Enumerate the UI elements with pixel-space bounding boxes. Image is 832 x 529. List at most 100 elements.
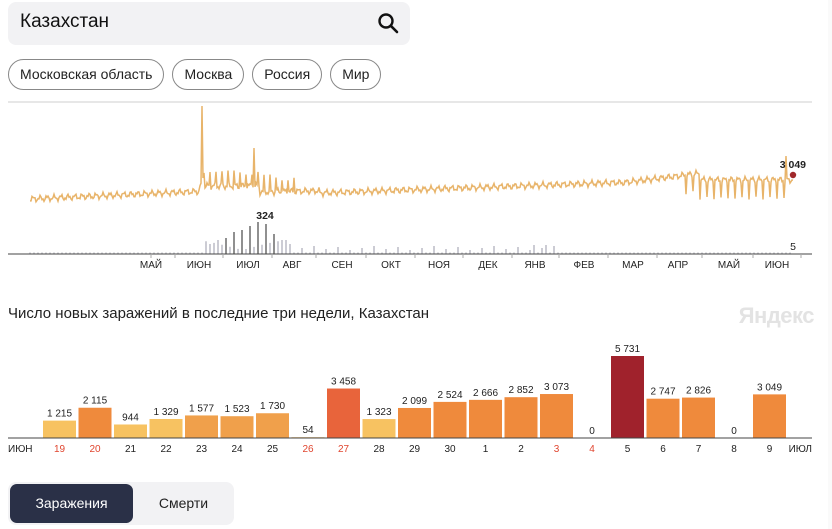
bar (469, 399, 502, 438)
chip-moscow-region[interactable]: Московская область (8, 59, 165, 90)
bar (611, 356, 644, 438)
bar-category-label: 24 (231, 444, 243, 455)
cases-last-label: 3 049 (780, 159, 806, 171)
bar-value-label: 2 115 (83, 396, 108, 407)
bar-category-label: 9 (767, 444, 773, 455)
bar-category-label: 1 (483, 444, 489, 455)
bar-value-label: 3 049 (757, 382, 782, 393)
month-label: ИЮН (187, 260, 212, 271)
bar-value-label: 1 329 (153, 407, 178, 418)
bar-value-label: 2 852 (508, 385, 533, 396)
bar (540, 394, 573, 438)
bar-value-label: 2 747 (650, 387, 675, 398)
metric-tabs: Заражения Смерти (8, 482, 234, 525)
chip-russia[interactable]: Россия (252, 59, 323, 90)
bar-value-label: 0 (731, 426, 737, 437)
bar-value-label: 2 099 (402, 396, 427, 407)
bar-category-label: 22 (160, 444, 172, 455)
month-end-label: ИЮЛ (789, 444, 812, 455)
deaths-series (29, 222, 791, 254)
bar-value-label: 3 073 (544, 382, 569, 393)
bar (220, 416, 254, 438)
month-label: АВГ (283, 260, 302, 271)
bar-category-label: 28 (373, 444, 385, 455)
cases-line (30, 105, 794, 204)
bar-value-label: 2 666 (473, 388, 498, 399)
bar-category-label: 25 (267, 444, 279, 455)
bar (78, 407, 112, 438)
month-label: СЕН (331, 260, 352, 271)
month-start-label: ИЮН (8, 444, 33, 455)
bar-category-label: 8 (731, 444, 737, 455)
bar-value-label: 2 826 (686, 386, 711, 397)
bar (114, 424, 147, 438)
deaths-peak-label: 324 (256, 210, 274, 222)
bar-category-label: 6 (660, 444, 666, 455)
chip-world[interactable]: Мир (330, 59, 382, 90)
month-label: МАЙ (718, 258, 740, 271)
bar (362, 419, 396, 438)
bar-category-label: 20 (89, 444, 101, 455)
bar-value-label: 1 730 (260, 401, 285, 412)
bar-category-label: 3 (554, 444, 560, 455)
month-label: ФЕВ (574, 260, 595, 271)
bar (256, 413, 289, 438)
cases-last-marker (789, 171, 797, 179)
bar (753, 394, 786, 438)
bar-category-label: 19 (54, 444, 66, 455)
bar (327, 388, 360, 438)
month-label: ЯНВ (524, 260, 545, 271)
bar-category-label: 30 (444, 444, 456, 455)
search-icon[interactable] (376, 11, 400, 35)
bar (398, 407, 431, 438)
search-input[interactable]: Казахстан (20, 11, 110, 32)
bar-value-label: 3 458 (331, 377, 356, 388)
bar-category-label: 26 (302, 444, 314, 455)
month-label: ДЕК (478, 260, 497, 271)
bar (646, 398, 680, 438)
bar-value-label: 54 (302, 425, 314, 436)
month-label: ОКТ (381, 260, 401, 271)
bar (504, 397, 538, 438)
month-label: АПР (668, 260, 689, 271)
bar-category-label: 27 (338, 444, 350, 455)
month-label: ИЮЛ (236, 260, 259, 271)
region-chips: Московская область Москва Россия Мир (8, 59, 382, 90)
bar-value-label: 5 731 (615, 344, 640, 355)
tab-deaths[interactable]: Смерти (158, 495, 209, 511)
search-box[interactable]: Казахстан (8, 2, 410, 45)
bar-value-label: 1 523 (224, 404, 249, 415)
bar (43, 420, 76, 438)
bar-value-label: 1 577 (189, 403, 214, 414)
bar-category-label: 21 (125, 444, 137, 455)
month-label: НОЯ (428, 260, 450, 271)
bar-category-label: 4 (589, 444, 595, 455)
bar-value-label: 944 (122, 412, 139, 423)
overview-chart: 3 049 324 5 МАЙ ИЮН ИЮЛ АВГ СЕН ОКТ НОЯ ДЕК ЯНВ Ф… (8, 101, 812, 271)
month-label: ИЮН (765, 260, 790, 271)
scrollbar[interactable] (828, 0, 832, 529)
month-label: МАР (622, 260, 644, 271)
bar (185, 415, 218, 438)
tab-infections[interactable]: Заражения (10, 484, 133, 523)
chip-moscow[interactable]: Москва (172, 59, 245, 90)
bar-category-label: 29 (409, 444, 421, 455)
bar-value-label: 2 524 (437, 390, 462, 401)
bar (682, 397, 715, 438)
bar-category-label: 2 (518, 444, 524, 455)
month-axis: МАЙ ИЮН ИЮЛ АВГ СЕН ОКТ НОЯ ДЕК ЯНВ ФЕВ МАР АПР МАЙ И… (140, 254, 802, 271)
brand-logo: Яндекс (738, 303, 815, 328)
bar (433, 401, 467, 438)
deaths-last-label: 5 (790, 241, 796, 253)
month-label: МАЙ (140, 258, 162, 271)
bar-category-label: 7 (696, 444, 702, 455)
bar-value-label: 1 323 (366, 407, 391, 418)
bar-value-label: 1 215 (47, 409, 72, 420)
bar-category-label: 23 (196, 444, 208, 455)
bar (149, 418, 183, 438)
bar-value-label: 0 (589, 426, 595, 437)
bar-category-label: 5 (625, 444, 631, 455)
section-title: Число новых заражений в последние три не… (8, 305, 430, 322)
